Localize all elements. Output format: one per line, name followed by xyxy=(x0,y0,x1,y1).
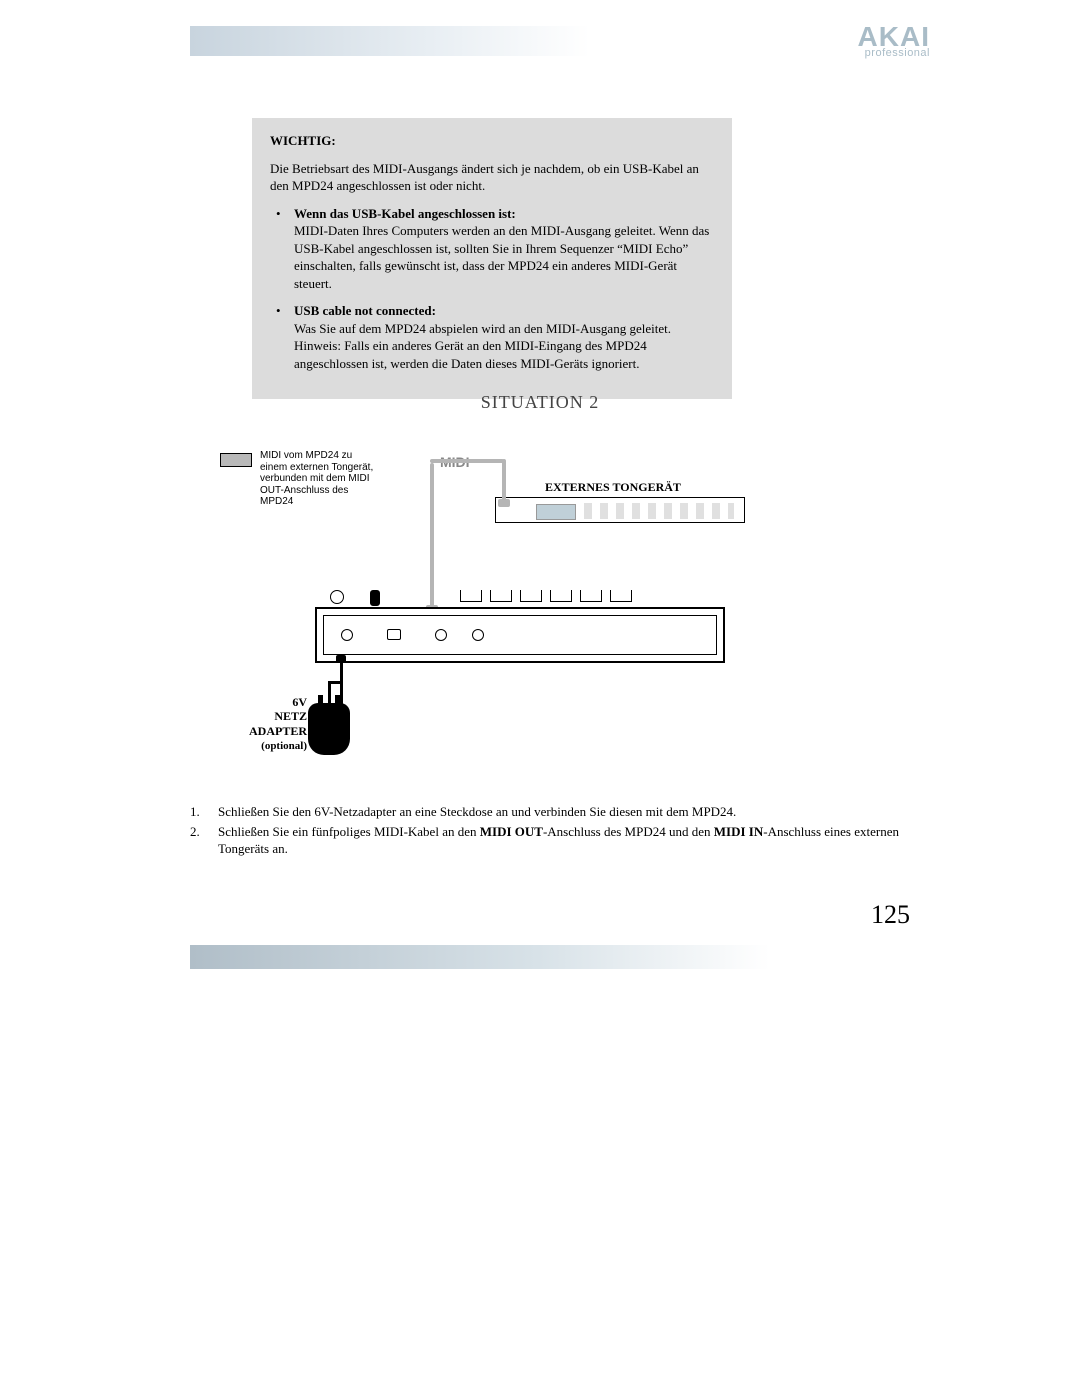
instruction-number: 1. xyxy=(190,803,218,821)
adapter-line4: (optional) xyxy=(261,740,307,752)
power-port-icon xyxy=(341,629,353,641)
legend-text: MIDI vom MPD24 zu einem externen Tongerä… xyxy=(260,450,380,508)
midi-cable-segment xyxy=(430,463,434,611)
box-bullet-usb-not-connected: USB cable not connected: Was Sie auf dem… xyxy=(294,302,714,372)
slider-icon xyxy=(580,590,602,602)
power-adapter-icon xyxy=(308,703,350,755)
footer-gradient-bar xyxy=(190,945,770,969)
instruction-number: 2. xyxy=(190,823,218,858)
i2-part-c: -Anschluss des MPD24 und den xyxy=(543,824,714,839)
slider-icon xyxy=(460,590,482,602)
sliders-row xyxy=(460,590,660,604)
midi-cable-segment xyxy=(430,459,504,463)
knob-icon xyxy=(370,590,380,606)
page-number: 125 xyxy=(871,900,910,930)
usb-port-icon xyxy=(387,629,401,640)
bullet2-title: USB cable not connected: xyxy=(294,303,436,318)
box-title: WICHTIG: xyxy=(270,132,714,150)
instruction-text: Schließen Sie ein fünfpoliges MIDI-Kabel… xyxy=(218,823,930,858)
external-device-label: EXTERNES TONGERÄT xyxy=(545,480,681,495)
brand-logo: AKAI professional xyxy=(858,24,930,59)
header-gradient-bar xyxy=(190,26,590,56)
logo-sub-text: professional xyxy=(858,49,930,59)
slider-icon xyxy=(610,590,632,602)
adapter-line2: NETZ xyxy=(274,709,307,723)
bullet1-title: Wenn das USB-Kabel angeschlossen ist: xyxy=(294,206,516,221)
power-cable-plug xyxy=(336,655,346,663)
logo-main-text: AKAI xyxy=(858,24,930,49)
slider-icon xyxy=(520,590,542,602)
mpd24-top-controls xyxy=(330,590,710,608)
box-intro: Die Betriebsart des MIDI-Ausgangs ändert… xyxy=(270,160,714,195)
bullet1-body: MIDI-Daten Ihres Computers werden an den… xyxy=(294,223,709,291)
mpd24-inner xyxy=(323,615,717,655)
i2-part-a: Schließen Sie ein fünfpoliges MIDI-Kabel… xyxy=(218,824,480,839)
bullet2-body: Was Sie auf dem MPD24 abspielen wird an … xyxy=(294,321,671,371)
slider-icon xyxy=(490,590,512,602)
instruction-item: 2. Schließen Sie ein fünfpoliges MIDI-Ka… xyxy=(190,823,930,858)
slider-icon xyxy=(550,590,572,602)
adapter-line3: ADAPTER xyxy=(249,724,307,738)
connection-diagram: MIDI vom MPD24 zu einem externen Tongerä… xyxy=(190,445,780,785)
midi-in-port-icon xyxy=(472,629,484,641)
i2-bold-midiin: MIDI IN xyxy=(714,824,763,839)
legend-swatch xyxy=(220,453,252,467)
midi-cable-plug xyxy=(498,499,510,507)
adapter-label: 6V NETZ ADAPTER (optional) xyxy=(232,695,307,753)
knob-icon xyxy=(330,590,344,604)
box-bullet-usb-connected: Wenn das USB-Kabel angeschlossen ist: MI… xyxy=(294,205,714,293)
situation-heading: SITUATION 2 xyxy=(0,392,1080,413)
instruction-text: Schließen Sie den 6V-Netzadapter an eine… xyxy=(218,803,930,821)
power-cable-segment xyxy=(328,681,331,705)
instruction-item: 1. Schließen Sie den 6V-Netzadapter an e… xyxy=(190,803,930,821)
external-sound-device-icon xyxy=(495,497,745,523)
instruction-list: 1. Schließen Sie den 6V-Netzadapter an e… xyxy=(190,803,930,860)
adapter-line1: 6V xyxy=(292,695,307,709)
mpd24-device-icon xyxy=(315,607,725,663)
midi-cable-segment xyxy=(502,459,506,501)
i2-bold-midiout: MIDI OUT xyxy=(480,824,543,839)
midi-out-port-icon xyxy=(435,629,447,641)
important-note-box: WICHTIG: Die Betriebsart des MIDI-Ausgan… xyxy=(252,118,732,399)
